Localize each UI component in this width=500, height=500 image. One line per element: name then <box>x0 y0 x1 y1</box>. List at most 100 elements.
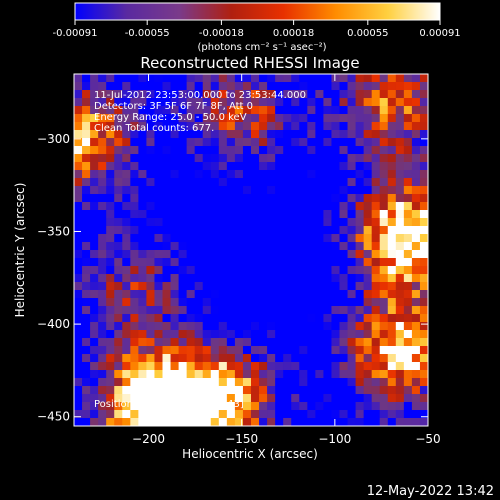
heatmap-cell <box>315 202 325 211</box>
heatmap-cell <box>138 90 148 99</box>
heatmap-cell <box>106 82 115 91</box>
heatmap-cell <box>138 154 148 163</box>
heatmap-cell <box>331 282 341 291</box>
heatmap-cell <box>154 370 164 379</box>
heatmap-cell <box>275 402 284 411</box>
heatmap-cell <box>130 282 139 291</box>
heatmap-cell <box>299 370 308 379</box>
heatmap-cell <box>403 394 413 403</box>
heatmap-cell <box>283 266 292 275</box>
heatmap-cell <box>90 346 99 355</box>
heatmap-cell <box>267 202 276 211</box>
heatmap-cell <box>259 98 268 107</box>
heatmap-cell <box>283 106 292 115</box>
heatmap-cell <box>74 130 83 139</box>
heatmap-cell <box>114 194 123 203</box>
heatmap-cell <box>90 170 99 179</box>
heatmap-cell <box>363 178 373 187</box>
heatmap-cell <box>299 82 308 91</box>
heatmap-cell <box>323 370 333 379</box>
heatmap-cell <box>74 234 83 243</box>
heatmap-cell <box>251 218 260 227</box>
heatmap-cell <box>154 386 164 395</box>
heatmap-cell <box>74 146 83 155</box>
heatmap-cell <box>74 346 83 355</box>
heatmap-cell <box>74 242 83 251</box>
heatmap-cell <box>419 274 428 283</box>
heatmap-cell <box>218 170 228 179</box>
heatmap-cell <box>186 226 196 235</box>
heatmap-cell <box>251 290 260 299</box>
heatmap-cell <box>178 234 188 243</box>
heatmap-cell <box>403 290 413 299</box>
heatmap-cell <box>154 194 164 203</box>
heatmap-cell <box>154 346 164 355</box>
heatmap-cell <box>130 362 139 371</box>
heatmap-cell <box>202 362 212 371</box>
heatmap-cell <box>210 170 220 179</box>
heatmap-cell <box>98 346 107 355</box>
heatmap-cell <box>122 354 131 363</box>
heatmap-cell <box>283 314 292 323</box>
heatmap-cell <box>339 394 349 403</box>
heatmap-cell <box>283 306 292 315</box>
heatmap-cell <box>154 146 164 155</box>
heatmap-cell <box>355 242 365 251</box>
heatmap-cell <box>259 162 268 171</box>
heatmap-cell <box>226 346 236 355</box>
heatmap-cell <box>74 266 83 275</box>
heatmap-cell <box>178 394 188 403</box>
heatmap-cell <box>411 154 421 163</box>
heatmap-cell <box>291 346 300 355</box>
heatmap-cell <box>218 314 228 323</box>
heatmap-cell <box>178 306 188 315</box>
heatmap-cell <box>162 298 172 307</box>
heatmap-cell <box>162 170 172 179</box>
heatmap-cell <box>379 146 389 155</box>
heatmap-cell <box>226 186 236 195</box>
heatmap-cell <box>283 202 292 211</box>
heatmap-cell <box>234 74 244 83</box>
heatmap-cell <box>339 154 349 163</box>
heatmap-cell <box>339 386 349 395</box>
heatmap-cell <box>323 106 333 115</box>
heatmap-cell <box>411 362 421 371</box>
heatmap-cell <box>283 138 292 147</box>
heatmap-cell <box>387 330 397 339</box>
heatmap-cell <box>411 122 421 131</box>
heatmap-cell <box>178 82 188 91</box>
heatmap-cell <box>363 202 373 211</box>
heatmap-cell <box>98 314 107 323</box>
heatmap-cell <box>363 338 373 347</box>
heatmap-cell <box>178 282 188 291</box>
heatmap-cell <box>419 154 428 163</box>
heatmap-cell <box>194 378 204 387</box>
heatmap-cell <box>331 394 341 403</box>
heatmap-cell <box>74 154 83 163</box>
heatmap-cell <box>130 106 139 115</box>
heatmap-cell <box>74 106 83 115</box>
heatmap-cell <box>387 186 397 195</box>
heatmap-cell <box>323 242 333 251</box>
heatmap-cell <box>114 394 123 403</box>
heatmap-cell <box>347 154 357 163</box>
heatmap-cell <box>363 226 373 235</box>
heatmap-cell <box>371 306 381 315</box>
axis-ticks: −200 −150 −100 −50−300−350−400−450 <box>37 74 441 446</box>
heatmap-cell <box>419 170 428 179</box>
heatmap-cell <box>347 402 357 411</box>
heatmap-cell <box>242 346 252 355</box>
heatmap-cell <box>114 290 123 299</box>
heatmap-cell <box>355 194 365 203</box>
heatmap-cell <box>114 154 123 163</box>
heatmap-cell <box>186 242 196 251</box>
heatmap-cell <box>419 362 428 371</box>
heatmap-cell <box>234 202 244 211</box>
heatmap-cell <box>194 114 204 123</box>
heatmap-cell <box>154 418 164 426</box>
heatmap-cell <box>355 218 365 227</box>
heatmap-cell <box>331 258 341 267</box>
heatmap-cell <box>146 210 156 219</box>
heatmap-cell <box>202 146 212 155</box>
heatmap-cell <box>82 194 91 203</box>
